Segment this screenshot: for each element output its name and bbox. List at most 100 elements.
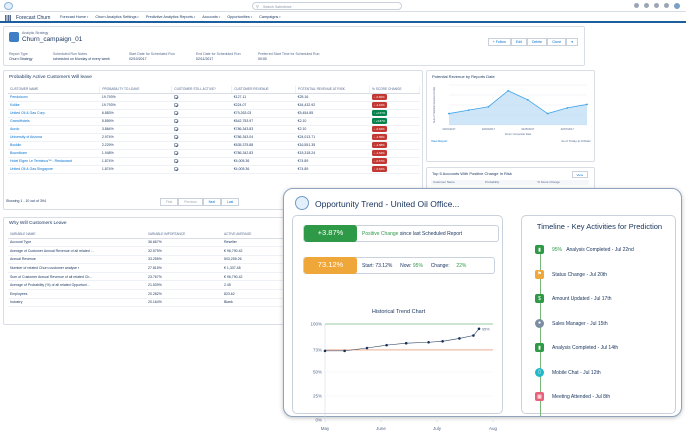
still-active-cell	[171, 125, 232, 134]
probability-cell: 2.974%	[99, 133, 172, 142]
col-score-change[interactable]: % Score Change	[369, 86, 420, 94]
customer-name-link[interactable]: United Oil & Gas Singapore	[8, 165, 100, 174]
revenue-point	[566, 106, 569, 109]
active-average-cell: € 96,790.42	[222, 272, 298, 282]
timeline-item[interactable]: ▮ Analysis Completed - Jul 14th	[535, 342, 675, 354]
y-axis-label: Sum of Potential Revenue At Risk	[433, 86, 436, 123]
nav-item-predictive-reports[interactable]: Predictive Analytics Reports	[146, 15, 195, 19]
field-start-time: Preferred Start Time for Scheduled Run 00…	[258, 52, 320, 61]
table-row[interactable]: United Oil & Gas Singapore 1.874% €4,005.3…	[8, 165, 420, 174]
delete-button[interactable]: Delete	[526, 38, 548, 46]
pagination: First Previous Next Last	[160, 198, 240, 206]
customer-name-link[interactable]: Kolike	[8, 101, 100, 110]
revenue-cell: €224.07	[231, 101, 296, 110]
probability-badge: 73.12%	[304, 257, 357, 274]
avatar[interactable]	[674, 3, 680, 9]
customer-name-link[interactable]: United Oil & Gas Corp.	[8, 109, 100, 118]
x-tick-label: July	[433, 426, 442, 431]
score-change-badge: ↓ -1.58%	[371, 142, 387, 148]
col-variable-importance[interactable]: Variable Importance	[146, 231, 222, 239]
last-page-button[interactable]: Last	[221, 198, 240, 206]
follow-button[interactable]: + Follow	[487, 38, 511, 46]
customer-name-link[interactable]: Hotel Eigen Le Terminus™ - Restaurant	[8, 157, 100, 166]
col-probability[interactable]: Probability To Leave	[99, 86, 173, 94]
table-row[interactable]: GrandHotels 5.859% €642,753.97 €2.10 ↑ +3.87…	[8, 117, 420, 126]
top5-view-button[interactable]: View	[571, 171, 588, 178]
customer-name-link[interactable]: Bocklin	[8, 141, 100, 150]
revenue-cell: €127.11	[231, 93, 296, 102]
active-checkbox	[173, 151, 178, 155]
table-row[interactable]: United Oil & Gas Corp. 6.883% €79,263.03 €5…	[8, 109, 420, 118]
trend-point	[385, 343, 388, 347]
timeline-activity: Analysis Completed	[552, 345, 597, 351]
col-risk[interactable]: Potential Revenue At Risk	[295, 86, 371, 94]
timeline-item[interactable]: ▯ Mobile Chat - Jul 12th	[535, 367, 675, 379]
importance-cell: 36.667%	[146, 238, 222, 248]
timeline-item[interactable]: $ Amount Updated - Jul 17th	[535, 293, 675, 305]
revenue-line-chart: 02/01/2017 02/03/2017 02/05/2017 02/07/2017…	[433, 84, 588, 136]
app-logo-icon[interactable]	[4, 2, 13, 10]
table-row[interactable]: Kolike 19.793% €224.07 €44,432.92 ↓ -1.10%	[8, 101, 420, 110]
active-checkbox	[173, 143, 178, 147]
still-active-cell	[171, 141, 232, 150]
timeline-activity: Mobile Chat	[552, 369, 579, 376]
timeline-item[interactable]: ▦ Meeting Attended - Jul 8th	[535, 391, 675, 403]
timeline-date: - Jul 22nd	[611, 247, 634, 253]
score-change-badge: ↑ +2.57%	[371, 110, 388, 116]
nav-item-accounts[interactable]: Accounts	[202, 15, 220, 19]
table-row[interactable]: Hotel Eigen Le Terminus™ - Restaurant 1.8…	[8, 157, 420, 166]
now-value: 95%	[412, 263, 423, 269]
next-page-button[interactable]: Next	[202, 198, 222, 206]
table-row[interactable]: Pendolcom 19.793% €127.11 €25.16 ↓ -0.82%	[8, 93, 420, 102]
customer-name-link[interactable]: Pendolcom	[8, 93, 100, 102]
first-page-button[interactable]: First	[160, 198, 179, 206]
previous-page-button[interactable]: Previous	[178, 198, 203, 206]
edit-button[interactable]: Edit	[510, 38, 527, 46]
nav-item-opportunities[interactable]: Opportunities	[227, 15, 252, 19]
score-change-badge: ↓ -0.57%	[371, 158, 387, 164]
nav-item-campaigns[interactable]: Campaigns	[259, 15, 281, 19]
col-variable-name[interactable]: Variable Name	[8, 231, 146, 239]
timeline-item[interactable]: ● Sales Manager - Jul 15th	[535, 318, 675, 330]
nav-item-churn-settings[interactable]: Churn Analytics Settings	[95, 15, 139, 19]
score-change-cell: ↑ +2.57%	[369, 109, 420, 118]
revenue-area	[449, 90, 587, 125]
timeline-item[interactable]: ▮ 95% Analysis Completed - Jul 22nd	[535, 244, 675, 256]
table-row[interactable]: University of Arizona 2.974% €786,343.04 €2…	[8, 133, 420, 142]
customer-name-link[interactable]: GrandHotels	[8, 117, 100, 126]
app-launcher-icon[interactable]	[5, 15, 11, 21]
favorites-icon[interactable]	[634, 3, 639, 8]
customer-name-link[interactable]: Boundbam	[8, 149, 100, 158]
chart-icon: ▮	[535, 343, 544, 352]
score-change-badge: ↓ -1.54%	[371, 150, 387, 156]
clone-button[interactable]: Clone	[547, 38, 567, 46]
customer-name-link[interactable]: Aurdo	[8, 125, 100, 134]
score-change-badge: ↓ -1.55%	[371, 134, 387, 140]
variable-name-cell: Annual Revenue	[8, 255, 146, 265]
notifications-bell-icon[interactable]	[664, 3, 669, 8]
top5-col-change: % Score Change	[537, 180, 560, 184]
col-active-average[interactable]: Active Average	[222, 231, 298, 239]
still-active-cell	[171, 157, 232, 166]
churn-probability-panel: Probability Active Customers Will leave …	[3, 70, 423, 210]
help-icon[interactable]	[644, 3, 649, 8]
positive-change-label: Positive Change	[362, 231, 399, 237]
table-row[interactable]: Bocklin 2.229% €635,375.88 €16,551.35 ↓ -1.5…	[8, 141, 420, 150]
as-of-text: As of Today at 9:00am	[561, 139, 591, 143]
more-actions-button[interactable]: ▾	[566, 38, 578, 46]
person-icon: ●	[535, 318, 544, 328]
view-report-link[interactable]: View Report	[431, 139, 448, 143]
search-input[interactable]: ⚲ Search Salesforce	[252, 2, 402, 10]
active-average-cell: € 96,790.42	[222, 246, 298, 256]
col-still-active[interactable]: Customer Still Active?	[171, 86, 233, 94]
nav-item-forecast-home[interactable]: Forecast Home	[60, 15, 88, 19]
customer-name-link[interactable]: University of Arizona	[8, 133, 100, 142]
col-customer-name[interactable]: Customer Name	[8, 86, 101, 94]
table-row[interactable]: Boundbam 1.948% €786,342.83 €15,318.24 ↓ -1.…	[8, 149, 420, 158]
timeline-item[interactable]: ⚑ Status Change - Jul 20th	[535, 269, 675, 281]
col-revenue[interactable]: Customer Revenue	[231, 86, 297, 94]
table-row[interactable]: Aurdo 3.864% €786,343.83 €2.10 ↓ -0.64%	[8, 125, 420, 134]
historical-chart-title: Historical Trend Chart	[371, 309, 426, 315]
variable-name-cell: Employees	[8, 289, 146, 299]
setup-gear-icon[interactable]	[654, 3, 659, 8]
